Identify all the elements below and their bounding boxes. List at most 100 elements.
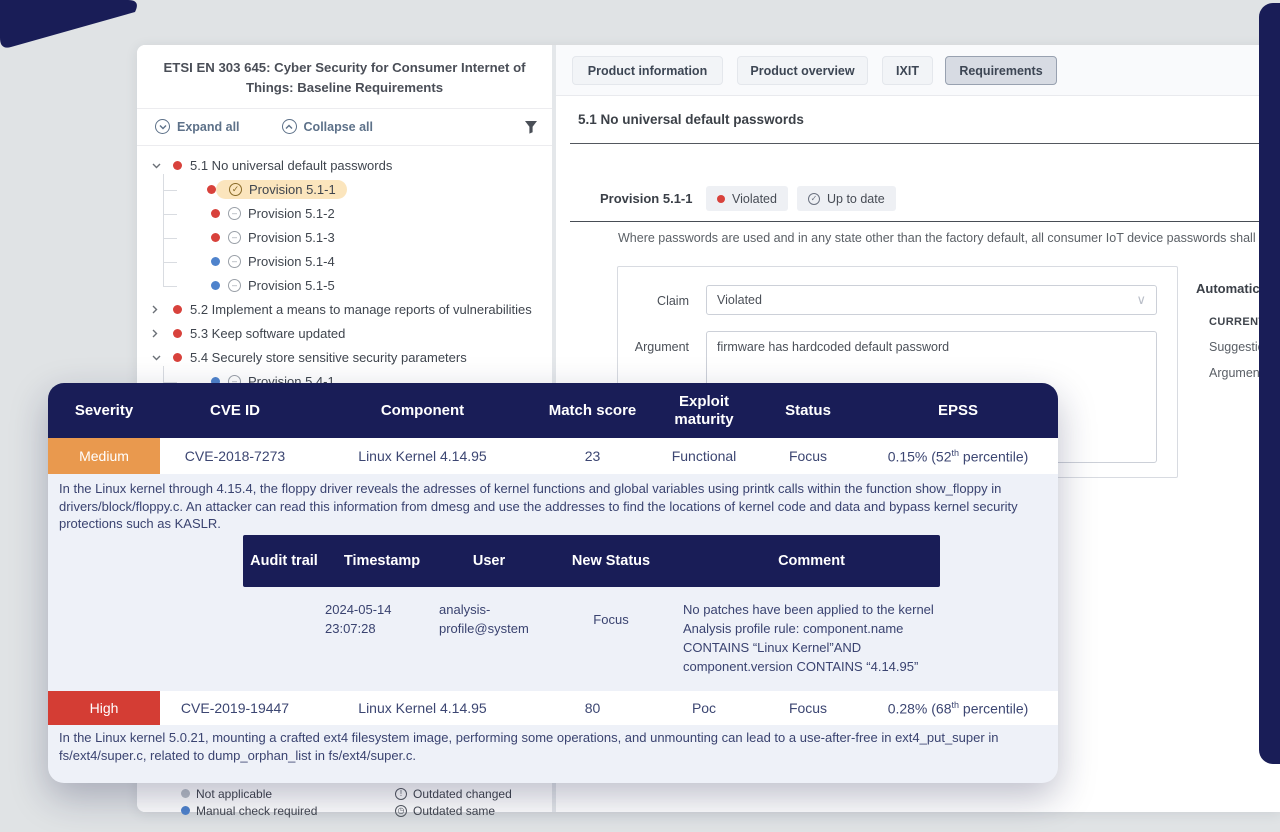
tree-item-provision-5-1-4[interactable]: – Provision 5.1-4: [163, 250, 552, 274]
section-title: 5.1 No universal default passwords: [578, 112, 804, 127]
tree-item-label: Provision 5.1-2: [248, 206, 335, 222]
tree-item-label: 5.3 Keep software updated: [190, 326, 346, 342]
col-timestamp: Timestamp: [343, 552, 421, 569]
tree-item-5-2[interactable]: 5.2 Implement a means to manage reports …: [137, 298, 552, 322]
legend-not-applicable: Not applicable: [181, 787, 395, 801]
severity-badge-medium: Medium: [48, 438, 160, 474]
col-audit-trail: Audit trail: [250, 552, 318, 569]
status-badge-violated: Violated: [706, 186, 788, 211]
tree-item-5-4[interactable]: 5.4 Securely store sensitive security pa…: [137, 346, 552, 370]
cve-table-header: Severity CVE ID Component Match score Ex…: [48, 383, 1058, 438]
status-dot-blue: [211, 377, 220, 387]
audit-user: analysis-profile@system: [439, 602, 529, 636]
tab-bar: Product information Product overview IXI…: [556, 45, 1280, 96]
status-dot-red: [173, 305, 182, 315]
gray-dot-icon: [181, 789, 190, 798]
tree-item-5-1[interactable]: 5.1 No universal default passwords: [137, 154, 552, 178]
tree-item-label: Provision 5.1-4: [248, 254, 335, 270]
audit-trail-row: 2024-05-14 23:07:28 analysis-profile@sys…: [243, 587, 940, 676]
match-score-cell: 23: [584, 448, 601, 464]
tree-controls: Expand all Collapse all: [137, 109, 552, 145]
provision-tree: 5.1 No universal default passwords ✓ Pro…: [137, 146, 552, 394]
collapse-all-button[interactable]: Collapse all: [281, 119, 373, 135]
tree-item-label: Provision 5.1-3: [248, 230, 335, 246]
col-cve-id: CVE ID: [209, 401, 260, 419]
tree-item-5-3[interactable]: 5.3 Keep software updated: [137, 322, 552, 346]
suggestion-label: Suggestion:: [1209, 340, 1276, 354]
chevron-down-icon[interactable]: [152, 163, 164, 169]
tree-item-provision-5-1-5[interactable]: – Provision 5.1-5: [163, 274, 552, 298]
status-dot-red: [211, 209, 220, 219]
audit-new-status: Focus: [593, 612, 629, 627]
exploit-maturity-cell: Poc: [691, 700, 717, 716]
claim-label: Claim: [657, 294, 689, 308]
col-severity: Severity: [74, 401, 134, 419]
tree-item-label: 5.1 No universal default passwords: [190, 158, 393, 174]
cve-overlay-panel: Severity CVE ID Component Match score Ex…: [48, 383, 1058, 783]
cve-description: In the Linux kernel 5.0.21, mounting a c…: [59, 730, 999, 763]
col-exploit-maturity: Exploit maturity: [674, 393, 734, 428]
selected-provision-pill: ✓ Provision 5.1-1: [216, 180, 347, 200]
chevron-down-icon[interactable]: [152, 355, 164, 361]
chevron-right-icon[interactable]: [152, 329, 164, 338]
status-cell: Focus: [788, 448, 828, 464]
claim-select[interactable]: Violated ∨: [706, 285, 1157, 315]
brand-corner-shape: [0, 0, 137, 48]
argument-aside-label: Argument:: [1209, 366, 1267, 380]
tree-item-provision-5-1-2[interactable]: – Provision 5.1-2: [163, 202, 552, 226]
brand-edge-shape: [1259, 3, 1280, 764]
audit-trail-header: Audit trail Timestamp User New Status Co…: [243, 535, 940, 587]
filter-icon[interactable]: [524, 120, 538, 137]
requirement-text: Where passwords are used and in any stat…: [618, 231, 1280, 245]
cve-row-medium[interactable]: Medium CVE-2018-7273 Linux Kernel 4.14.9…: [48, 438, 1058, 474]
legend-manual-check: Manual check required: [181, 804, 395, 818]
tab-requirements[interactable]: Requirements: [945, 56, 1057, 85]
col-status: Status: [785, 401, 831, 419]
tree-item-provision-5-1-1[interactable]: ✓ Provision 5.1-1: [163, 178, 552, 202]
claim-value: Violated: [717, 293, 762, 307]
col-comment: Comment: [778, 552, 845, 569]
exploit-maturity-cell: Functional: [671, 448, 737, 464]
expand-all-button[interactable]: Expand all: [155, 119, 240, 135]
component-cell: Linux Kernel 4.14.95: [358, 700, 487, 716]
standard-title: ETSI EN 303 645: Cyber Security for Cons…: [163, 60, 526, 95]
status-dot-red: [173, 161, 182, 171]
legend-outdated-changed: ! Outdated changed: [395, 787, 512, 801]
tree-item-provision-5-1-3[interactable]: – Provision 5.1-3: [163, 226, 552, 250]
check-circle-icon: ✓: [808, 192, 820, 205]
tree-item-label: 5.2 Implement a means to manage reports …: [190, 302, 532, 318]
tab-product-overview[interactable]: Product overview: [737, 56, 868, 85]
expand-all-label: Expand all: [177, 119, 240, 134]
argument-value: firmware has hardcoded default password: [717, 340, 950, 354]
audit-timestamp: 2024-05-14 23:07:28: [325, 602, 392, 636]
clock-circle-icon: ◷: [395, 804, 407, 817]
status-dot-red: [173, 353, 182, 363]
chevron-up-circle-icon: [281, 119, 297, 135]
tab-product-information[interactable]: Product information: [572, 56, 723, 85]
status-dot-red: [211, 233, 220, 243]
col-new-status: New Status: [571, 552, 651, 569]
col-epss: EPSS: [937, 401, 979, 419]
epss-cell: 0.15% (52th percentile): [887, 447, 1029, 465]
divider: [570, 221, 1280, 222]
tree-children-5-1: ✓ Provision 5.1-1 – Provision 5.1-2 – Pr…: [163, 173, 552, 298]
chevron-right-icon[interactable]: [152, 305, 164, 314]
legend-outdated-same: ◷ Outdated same: [395, 804, 495, 818]
component-cell: Linux Kernel 4.14.95: [358, 448, 487, 464]
minus-circle-icon: –: [228, 231, 241, 245]
audit-comment: No patches have been applied to the kern…: [683, 602, 934, 674]
current-label: CURRENT: [1209, 316, 1266, 328]
col-component: Component: [380, 401, 465, 419]
status-dot-blue: [211, 257, 220, 267]
col-match-score: Match score: [548, 401, 637, 419]
tree-item-label: 5.4 Securely store sensitive security pa…: [190, 350, 467, 366]
minus-circle-icon: –: [228, 207, 241, 221]
status-dot-red: [173, 329, 182, 339]
chevron-down-circle-icon: [155, 119, 170, 135]
check-circle-icon: ✓: [229, 183, 242, 197]
cve-row-high[interactable]: High CVE-2019-19447 Linux Kernel 4.14.95…: [48, 691, 1058, 725]
status-cell: Focus: [788, 700, 828, 716]
col-user: User: [472, 552, 506, 569]
cve-id-cell: CVE-2019-19447: [180, 700, 290, 716]
tab-ixit[interactable]: IXIT: [882, 56, 933, 85]
